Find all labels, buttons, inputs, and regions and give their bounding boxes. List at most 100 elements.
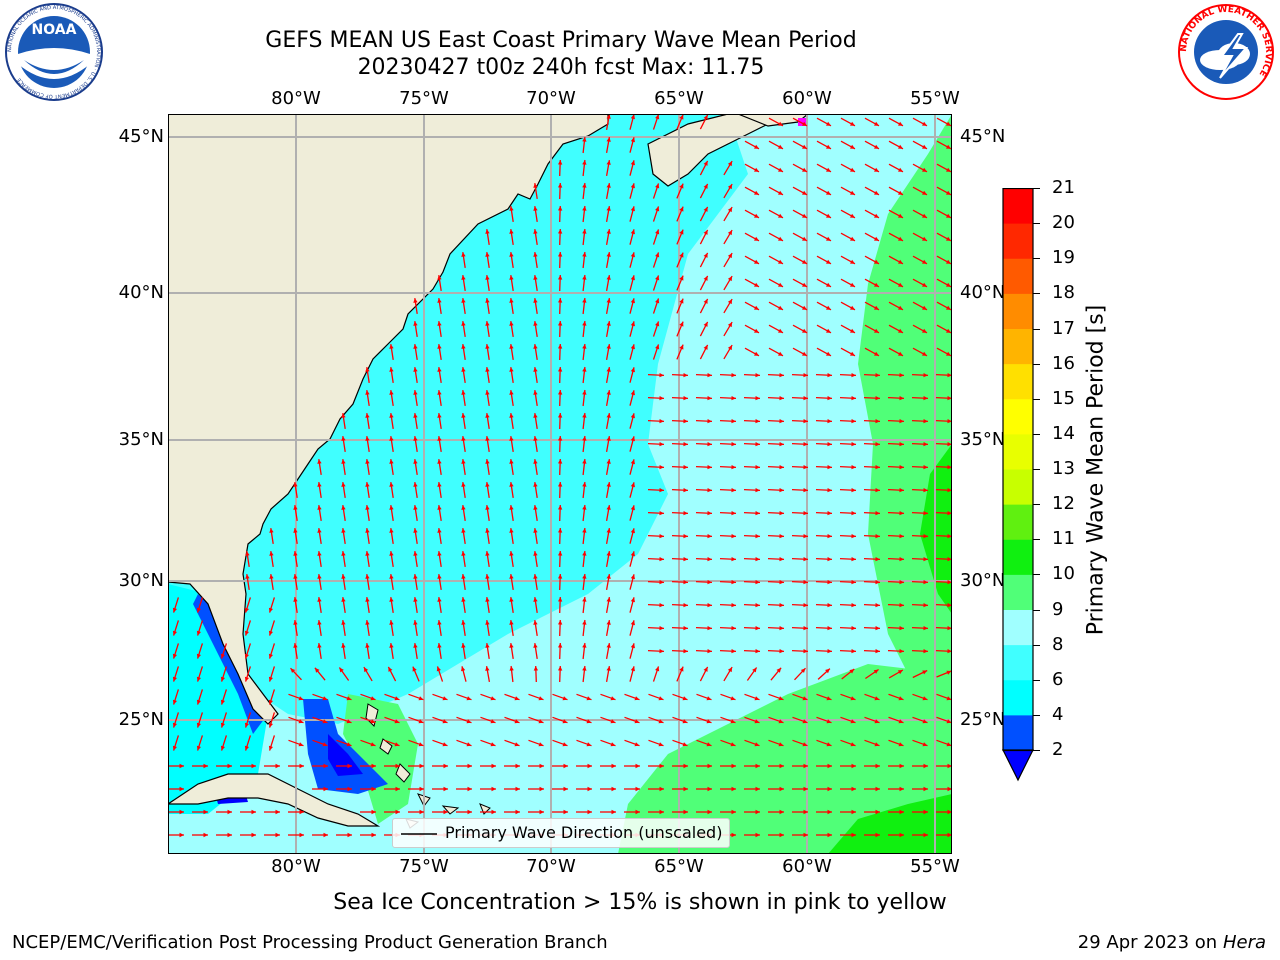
wave-direction-arrow <box>768 324 784 334</box>
wave-direction-arrow <box>360 716 376 724</box>
wave-direction-arrow <box>719 603 737 608</box>
wave-direction-arrow <box>768 716 784 724</box>
wave-direction-arrow <box>509 275 514 291</box>
wave-direction-arrow <box>863 373 881 378</box>
lat-label-left-30n: 30°N <box>118 570 164 591</box>
wave-direction-arrow <box>719 511 737 516</box>
wave-direction-arrow <box>365 459 370 475</box>
wave-direction-arrow <box>652 206 660 222</box>
wave-direction-arrow <box>887 511 905 516</box>
wave-direction-arrow <box>533 436 538 452</box>
wave-direction-arrow <box>671 534 689 539</box>
wave-direction-arrow <box>485 298 490 314</box>
wave-direction-arrow <box>887 488 905 493</box>
wave-direction-arrow <box>840 186 856 196</box>
wave-direction-arrow <box>605 435 611 453</box>
wave-direction-arrow <box>558 458 563 476</box>
wave-direction-arrow <box>699 344 709 360</box>
wave-direction-arrow <box>485 551 490 567</box>
wave-direction-arrow <box>695 603 713 608</box>
wave-direction-arrow <box>244 643 252 659</box>
wave-direction-arrow <box>558 527 563 545</box>
wave-direction-arrow <box>437 505 442 521</box>
wave-direction-arrow <box>647 580 665 585</box>
wave-direction-arrow <box>509 528 514 544</box>
wave-direction-arrow <box>676 229 684 245</box>
wave-direction-arrow <box>863 649 881 654</box>
wave-direction-arrow <box>480 739 496 747</box>
wave-direction-arrow <box>338 667 350 681</box>
colorbar-segment <box>1003 644 1033 681</box>
wave-direction-arrow <box>582 389 587 407</box>
wave-direction-arrow <box>815 488 833 493</box>
wave-direction-arrow <box>695 419 713 424</box>
wave-direction-arrow <box>312 693 328 701</box>
land-north-america <box>168 114 609 725</box>
colorbar-tick-mark <box>1033 258 1040 260</box>
colorbar-tick-mark <box>1033 679 1040 681</box>
wave-direction-arrow <box>293 574 298 590</box>
colorbar-tick-label: 2 <box>1052 739 1064 760</box>
wave-direction-arrow <box>576 809 592 815</box>
lon-label-bottom-65w: 65°W <box>654 856 704 877</box>
wave-direction-arrow <box>436 666 444 682</box>
wave-direction-arrow <box>671 626 689 631</box>
wave-direction-arrow <box>696 809 712 815</box>
wave-direction-arrow <box>676 252 684 268</box>
wave-direction-arrow <box>768 278 784 288</box>
wave-direction-arrow <box>605 274 611 292</box>
wave-direction-arrow <box>695 373 713 378</box>
wave-direction-arrow <box>864 232 880 242</box>
wave-direction-arrow <box>864 278 880 288</box>
wave-direction-arrow <box>268 689 276 705</box>
wave-direction-arrow <box>935 465 952 470</box>
wave-direction-arrow <box>699 252 709 268</box>
wave-direction-arrow <box>558 550 563 568</box>
wave-direction-arrow <box>840 117 856 127</box>
wave-direction-arrow <box>504 786 520 792</box>
wave-direction-arrow <box>888 763 904 769</box>
wave-direction-arrow <box>341 620 346 636</box>
colorbar-tick-label: 21 <box>1052 177 1075 198</box>
colorbar-tick-mark <box>1033 750 1040 751</box>
wave-direction-arrow <box>288 739 304 747</box>
wave-direction-arrow <box>792 117 808 127</box>
wave-direction-arrow <box>528 739 544 747</box>
wave-direction-arrow <box>768 763 784 769</box>
wave-direction-arrow <box>912 347 928 357</box>
wave-direction-arrow <box>605 159 611 177</box>
wave-direction-arrow <box>767 511 785 516</box>
lon-label-bottom-80w: 80°W <box>271 856 321 877</box>
wave-direction-arrow <box>461 298 466 314</box>
wave-direction-arrow <box>743 465 761 470</box>
wave-direction-arrow <box>216 832 232 838</box>
wave-direction-arrow <box>220 689 228 705</box>
wave-direction-arrow <box>912 301 928 311</box>
colorbar-tick-label: 18 <box>1052 282 1075 304</box>
wave-direction-arrow <box>723 252 733 268</box>
wave-direction-arrow <box>652 666 660 682</box>
wave-direction-arrow <box>605 550 611 568</box>
colorbar-segment <box>1003 258 1033 294</box>
wave-direction-arrow <box>815 465 833 470</box>
wave-direction-arrow <box>341 574 346 590</box>
wave-direction-arrow <box>268 666 276 682</box>
wave-direction-arrow <box>365 390 370 406</box>
wave-direction-arrow <box>744 140 760 150</box>
wave-direction-arrow <box>936 232 952 242</box>
wave-direction-arrow <box>558 412 563 430</box>
wave-direction-arrow <box>269 528 274 544</box>
wave-direction-arrow <box>791 557 809 562</box>
wave-direction-arrow <box>864 163 880 173</box>
wave-direction-arrow <box>839 580 857 585</box>
wave-direction-arrow <box>887 465 905 470</box>
wave-direction-arrow <box>676 344 684 360</box>
wave-direction-arrow <box>768 809 784 815</box>
wave-direction-arrow <box>671 511 689 516</box>
wave-direction-arrow <box>719 626 737 631</box>
wave-direction-arrow <box>648 786 664 792</box>
wave-direction-arrow <box>768 301 784 311</box>
wave-direction-arrow <box>558 159 563 177</box>
colorbar-segment <box>1003 188 1033 224</box>
wave-direction-arrow <box>172 735 180 751</box>
